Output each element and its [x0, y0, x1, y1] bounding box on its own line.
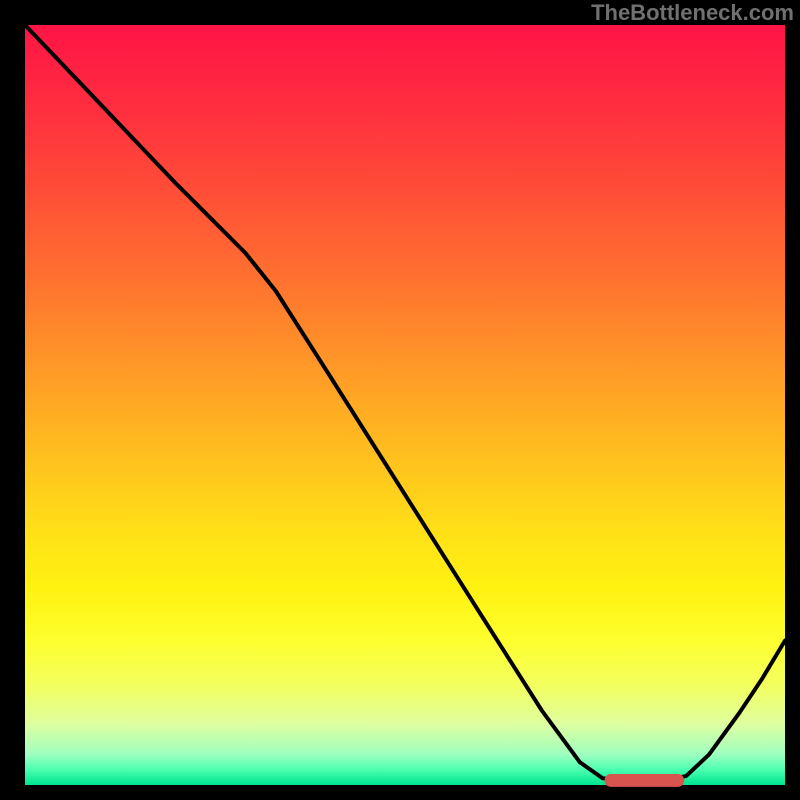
watermark-text: TheBottleneck.com [591, 0, 794, 26]
bottleneck-chart: TheBottleneck.com [0, 0, 800, 800]
optimal-marker [605, 774, 685, 787]
gradient-background [25, 25, 785, 785]
chart-svg [0, 0, 800, 800]
